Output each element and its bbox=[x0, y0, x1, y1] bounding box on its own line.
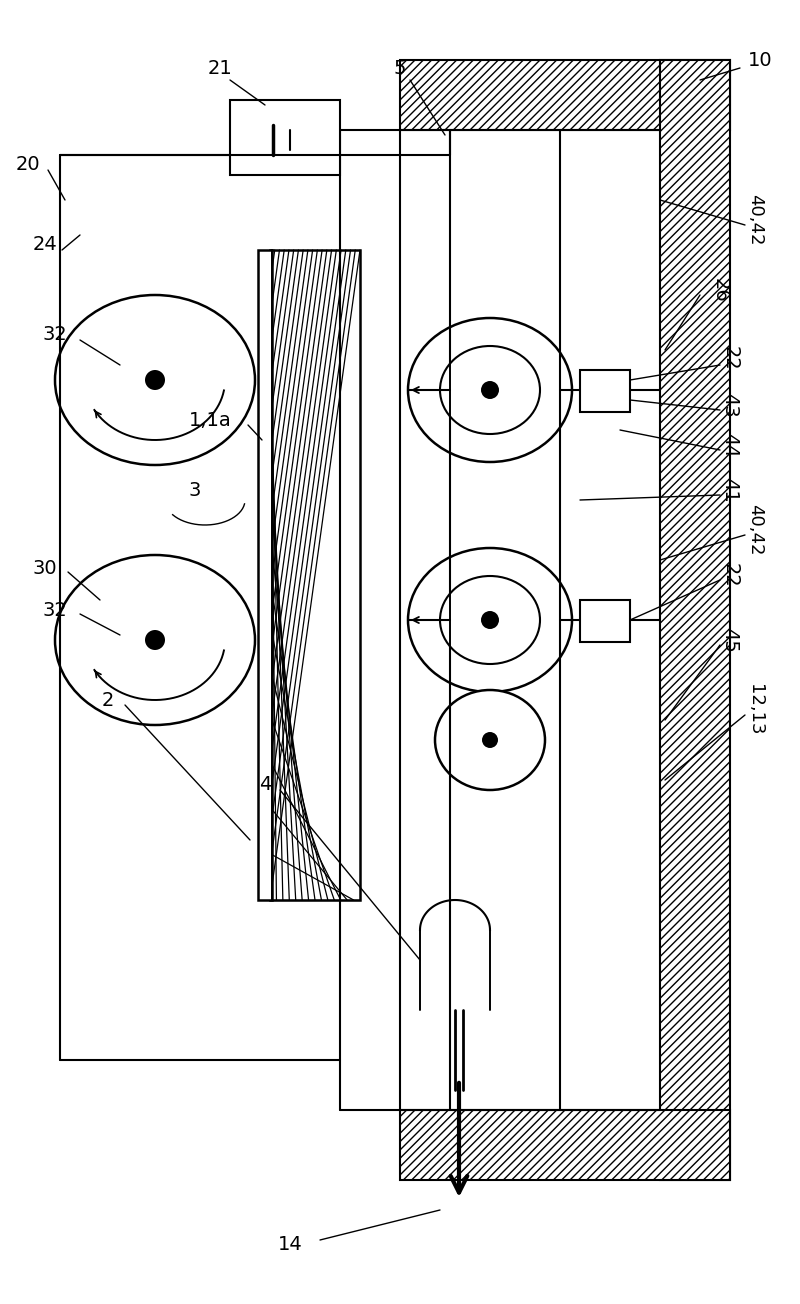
Text: 40,42: 40,42 bbox=[746, 505, 764, 556]
Text: 45: 45 bbox=[721, 627, 739, 652]
Bar bbox=[660, 60, 730, 1180]
Ellipse shape bbox=[55, 295, 255, 466]
Text: 24: 24 bbox=[33, 236, 58, 254]
Text: 32: 32 bbox=[42, 601, 67, 619]
Text: 2: 2 bbox=[102, 691, 114, 709]
Text: 22: 22 bbox=[721, 346, 739, 370]
Circle shape bbox=[145, 630, 165, 649]
Text: 30: 30 bbox=[33, 558, 58, 578]
Ellipse shape bbox=[435, 690, 545, 790]
Text: 44: 44 bbox=[721, 433, 739, 458]
Text: 14: 14 bbox=[278, 1235, 302, 1254]
Text: 4: 4 bbox=[259, 776, 271, 794]
Ellipse shape bbox=[440, 346, 540, 434]
Circle shape bbox=[145, 370, 165, 390]
Circle shape bbox=[481, 381, 499, 399]
Text: 20: 20 bbox=[16, 155, 40, 175]
Bar bbox=[580, 370, 630, 412]
Bar bbox=[258, 250, 272, 900]
Text: 26: 26 bbox=[710, 278, 730, 303]
Bar bbox=[270, 250, 360, 900]
Text: 1,1a: 1,1a bbox=[189, 411, 231, 429]
Bar bbox=[580, 600, 630, 642]
Text: 40,42: 40,42 bbox=[746, 194, 764, 245]
Bar bbox=[400, 1110, 730, 1180]
Ellipse shape bbox=[408, 318, 572, 462]
Ellipse shape bbox=[408, 548, 572, 692]
Circle shape bbox=[481, 612, 499, 629]
Ellipse shape bbox=[440, 576, 540, 664]
Text: 41: 41 bbox=[721, 477, 739, 502]
Text: 43: 43 bbox=[721, 393, 739, 417]
Text: 32: 32 bbox=[42, 326, 67, 344]
Text: 3: 3 bbox=[189, 480, 201, 499]
Text: 21: 21 bbox=[208, 59, 232, 77]
Text: 22: 22 bbox=[721, 562, 739, 587]
Circle shape bbox=[482, 732, 498, 748]
Text: 10: 10 bbox=[748, 51, 773, 69]
Text: 12,13: 12,13 bbox=[746, 685, 764, 735]
Ellipse shape bbox=[55, 556, 255, 725]
Bar bbox=[230, 100, 340, 175]
Bar bbox=[400, 60, 730, 130]
Text: 5: 5 bbox=[394, 59, 406, 77]
